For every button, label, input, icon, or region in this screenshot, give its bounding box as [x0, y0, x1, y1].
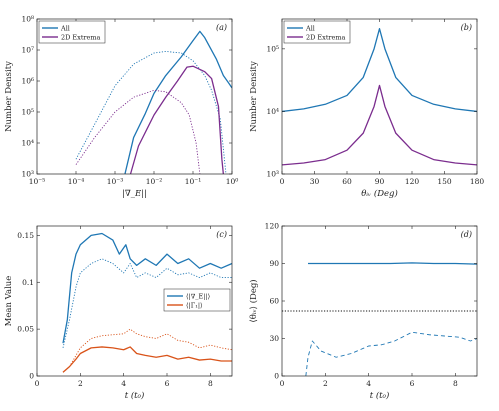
x-tick-label: 180	[470, 177, 485, 186]
y-tick-label: 0.15	[17, 231, 34, 240]
y-tick-label: 10⁶	[21, 77, 34, 86]
panel-b: 0 30 60 90 120 150 180 10³ 10⁴ 10⁵ θᵢᵥ (Deg) Number…	[249, 18, 485, 199]
x-tick-label: 8	[208, 379, 213, 388]
axes-frame	[281, 225, 478, 377]
y-tick-label: 10⁴	[266, 107, 279, 116]
y-axis-label: ⟨θᵢᵥ⟩ (Deg)	[248, 279, 259, 322]
legend-label: 2D Extrema	[61, 33, 101, 41]
series-line-0	[308, 262, 477, 265]
legend-label: All	[305, 24, 315, 32]
y-tick-label: 90	[269, 259, 279, 268]
series-line-1	[62, 258, 232, 348]
x-tick-label: 10⁻³	[107, 177, 124, 186]
legend-label: ⟨|Γ₁|⟩	[186, 301, 203, 309]
y-tick-label: 0	[274, 372, 279, 381]
x-tick-label: 150	[437, 177, 452, 186]
panel-label: (b)	[461, 23, 472, 32]
y-axis-label: Mean Value	[4, 276, 14, 327]
x-axis-label: t (t₀)	[125, 390, 145, 401]
series-line-1	[282, 84, 477, 166]
y-tick-label: 60	[269, 297, 279, 306]
y-tick-label: 120	[265, 222, 280, 231]
y-tick-label: 10³	[21, 170, 34, 179]
x-tick-label: 4	[121, 379, 126, 388]
x-tick-label: 30	[310, 177, 320, 186]
x-axis-label: |∇_E||	[122, 189, 147, 199]
series-group	[75, 30, 232, 174]
axes-frame	[36, 18, 233, 175]
x-tick-label: 90	[375, 177, 385, 186]
x-axis-label: θᵢᵥ (Deg)	[361, 188, 398, 199]
x-tick-label: 0	[280, 379, 285, 388]
y-axis-label: Number Density	[249, 61, 259, 132]
series-line-1	[305, 331, 477, 376]
legend: ⟨|∇_E||⟩⟨|Γ₁|⟩	[163, 288, 231, 312]
panel-label: (a)	[216, 23, 227, 32]
series-group	[282, 28, 477, 166]
panel-label: (d)	[461, 230, 472, 239]
y-tick-label: 10⁸	[21, 15, 34, 24]
y-tick-label: 10³	[266, 170, 279, 179]
x-tick-label: 10⁻⁴	[68, 177, 85, 186]
y-tick-label: 10⁵	[21, 108, 34, 117]
x-tick-label: 8	[453, 379, 458, 388]
series-line-3	[62, 328, 232, 373]
x-tick-label: 10⁻²	[146, 177, 163, 186]
x-tick-label: 6	[410, 379, 415, 388]
series-line-0	[124, 30, 232, 174]
series-group	[282, 262, 477, 376]
legend-label: All	[60, 24, 70, 32]
x-tick-label: 60	[342, 177, 352, 186]
series-group	[62, 232, 232, 373]
series-line-3	[75, 89, 201, 174]
series-line-0	[62, 232, 232, 344]
x-tick-label: 10⁻⁵	[29, 177, 46, 186]
y-tick-label: 0.05	[17, 325, 34, 334]
series-line-2	[62, 346, 232, 373]
legend-label: ⟨|∇_E||⟩	[186, 292, 210, 300]
y-tick-label: 0	[29, 372, 34, 381]
panel-c: 0 2 4 6 8 0 0.05 0.1 0.15 t (t₀) Mean Value (c) ⟨|∇_…	[4, 225, 233, 401]
series-line-0	[282, 28, 477, 113]
y-tick-label: 0.1	[22, 278, 34, 287]
y-axis-label: Number Density	[4, 61, 14, 132]
series-line-2	[129, 65, 224, 174]
y-tick-label: 10⁷	[21, 46, 34, 55]
y-tick-label: 10⁴	[21, 139, 34, 148]
y-tick-label: 10⁵	[266, 44, 279, 53]
legend-label: 2D Extrema	[306, 33, 346, 41]
x-tick-label: 2	[78, 379, 83, 388]
axes-frame	[36, 225, 233, 377]
series-line-1	[75, 50, 227, 174]
x-tick-label: 4	[366, 379, 371, 388]
x-tick-label: 2	[323, 379, 328, 388]
panel-d: 0 2 4 6 8 0 30 60 90 120 t (t₀) ⟨θᵢᵥ⟩ (Deg) (d)	[248, 222, 478, 401]
y-tick-label: 30	[269, 334, 279, 343]
x-tick-label: 10⁰	[226, 177, 239, 186]
panel-a: 10⁻⁵ 10⁻⁴ 10⁻³ 10⁻² 10⁻¹ 10⁰ 10³ 10⁴ 10⁵ 10⁶ 10⁷ 10…	[4, 15, 238, 200]
x-tick-label: 0	[280, 177, 285, 186]
panel-label: (c)	[216, 230, 227, 239]
x-tick-label: 10⁻¹	[185, 177, 202, 186]
x-tick-label: 120	[405, 177, 420, 186]
x-axis-label: t (t₀)	[370, 390, 390, 401]
x-tick-label: 6	[165, 379, 170, 388]
x-tick-label: 0	[35, 379, 40, 388]
